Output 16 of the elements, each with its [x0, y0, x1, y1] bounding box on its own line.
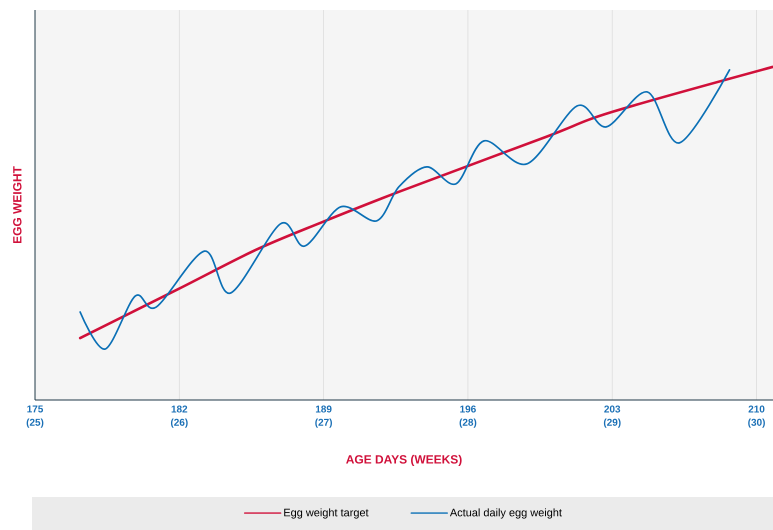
x-tick-label: 203 [604, 406, 620, 413]
y-axis-title: EGG WEIGHT [13, 166, 22, 244]
x2-tick-label: (28) [460, 418, 476, 428]
legend-label: Actual daily egg weight [450, 508, 562, 519]
x-tick-label: 182 [172, 406, 188, 413]
x2-tick-label: (25) [26, 418, 44, 428]
legend-label: Egg weight target [284, 508, 369, 519]
x2-tick-label: (27) [315, 418, 332, 428]
x-tick-label: 196 [460, 406, 476, 413]
x-tick-label: 175 [27, 406, 44, 412]
x2-tick-label: (26) [170, 418, 188, 428]
x2-tick-label: (29) [604, 418, 621, 428]
x-tick-label: 189 [316, 406, 332, 413]
x2-tick-label: (30) [748, 418, 765, 428]
x-axis-title: AGE DAYS (WEEKS) [346, 454, 462, 466]
x-tick-label: 210 [748, 406, 764, 413]
